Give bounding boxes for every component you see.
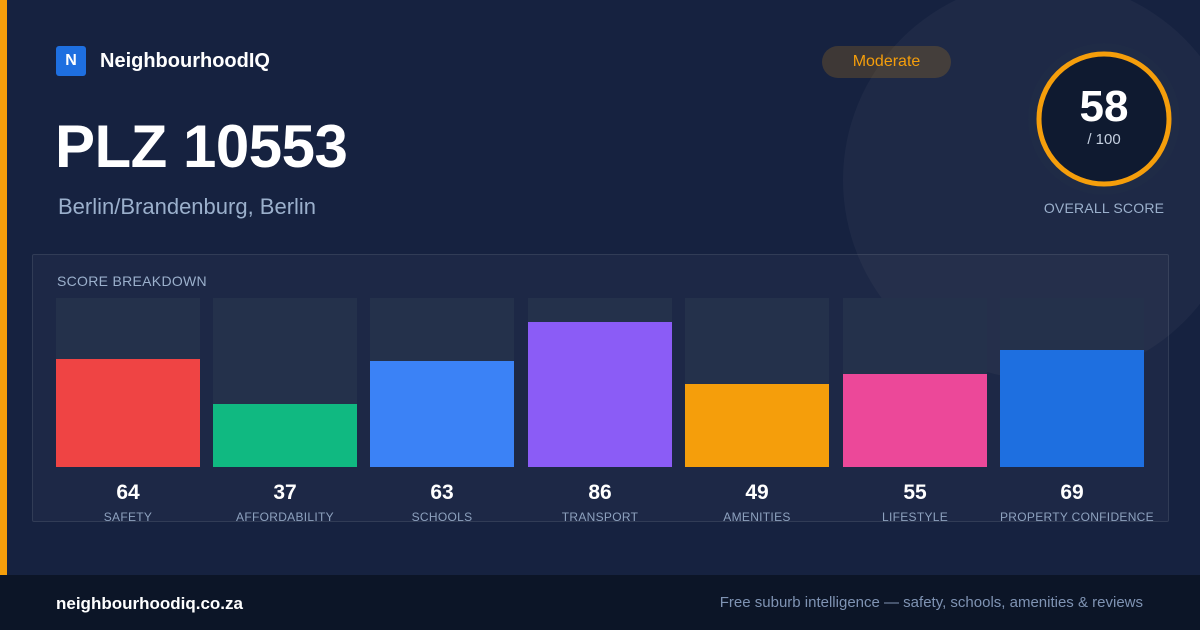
bar-track bbox=[1000, 298, 1144, 467]
bar-label: TRANSPORT bbox=[561, 510, 639, 524]
bar-label: SAFETY bbox=[103, 510, 153, 524]
bar-value: 69 bbox=[1060, 481, 1084, 504]
breakdown-item-safety: 64 SAFETY bbox=[56, 298, 200, 524]
bar-label: AMENITIES bbox=[723, 510, 791, 524]
bar-fill bbox=[56, 359, 200, 467]
bar-value: 37 bbox=[273, 481, 297, 504]
bar-track bbox=[843, 298, 987, 467]
location-subtitle: Berlin/Brandenburg, Berlin bbox=[58, 194, 317, 219]
score-ring-graphic bbox=[1028, 43, 1180, 195]
bar-track bbox=[370, 298, 514, 467]
footer-tagline: Free suburb intelligence — safety, schoo… bbox=[719, 594, 1143, 611]
bar-fill bbox=[1000, 350, 1144, 467]
bar-fill bbox=[843, 374, 987, 467]
bar-label: AFFORDABILITY bbox=[236, 510, 334, 524]
overall-score-max: / 100 bbox=[1087, 131, 1121, 148]
bar-value: 49 bbox=[745, 481, 769, 504]
brand-name: NeighbourhoodIQ bbox=[100, 49, 270, 72]
breakdown-item-lifestyle: 55 LIFESTYLE bbox=[843, 298, 987, 524]
accent-bar bbox=[0, 0, 7, 575]
brand[interactable]: N NeighbourhoodIQ bbox=[56, 46, 270, 76]
breakdown-item-amenities: 49 AMENITIES bbox=[685, 298, 829, 524]
bar-label: PROPERTY CONFIDENCE bbox=[1000, 510, 1154, 524]
bar-label: LIFESTYLE bbox=[881, 510, 949, 524]
bar-value: 63 bbox=[430, 481, 454, 504]
footer: neighbourhoodiq.co.za Free suburb intell… bbox=[0, 575, 1200, 630]
bar-track bbox=[528, 298, 672, 467]
bar-fill bbox=[528, 322, 672, 467]
rating-badge: Moderate bbox=[822, 46, 951, 78]
breakdown-title: SCORE BREAKDOWN bbox=[57, 273, 207, 289]
breakdown-item-schools: 63 SCHOOLS bbox=[370, 298, 514, 524]
score-breakdown-panel: SCORE BREAKDOWN 64 SAFETY 37 AFFORDABILITY 6… bbox=[32, 254, 1169, 524]
bar-track bbox=[685, 298, 829, 467]
overall-score-value: 58 bbox=[1079, 82, 1129, 131]
bar-track bbox=[213, 298, 357, 467]
score-ring-stroke bbox=[1036, 51, 1172, 187]
bar-value: 55 bbox=[903, 481, 927, 504]
bar-label: SCHOOLS bbox=[411, 510, 473, 524]
brand-logo-icon: N bbox=[56, 46, 86, 76]
bar-fill bbox=[370, 361, 514, 467]
bar-fill bbox=[213, 404, 357, 467]
bar-fill bbox=[685, 384, 829, 467]
breakdown-item-affordability: 37 AFFORDABILITY bbox=[213, 298, 357, 524]
bar-track bbox=[56, 298, 200, 467]
overall-score-ring: 58 / 100 bbox=[1028, 43, 1180, 195]
page-title: PLZ 10553 bbox=[55, 113, 348, 180]
bar-value: 64 bbox=[116, 481, 140, 504]
breakdown-item-transport: 86 TRANSPORT bbox=[528, 298, 672, 524]
bar-value: 86 bbox=[588, 481, 612, 504]
footer-domain-link[interactable]: neighbourhoodiq.co.za bbox=[56, 594, 243, 613]
overall-score-label: OVERALL SCORE bbox=[1043, 200, 1165, 216]
breakdown-item-property-confidence: 69 PROPERTY CONFIDENCE bbox=[1000, 298, 1154, 524]
